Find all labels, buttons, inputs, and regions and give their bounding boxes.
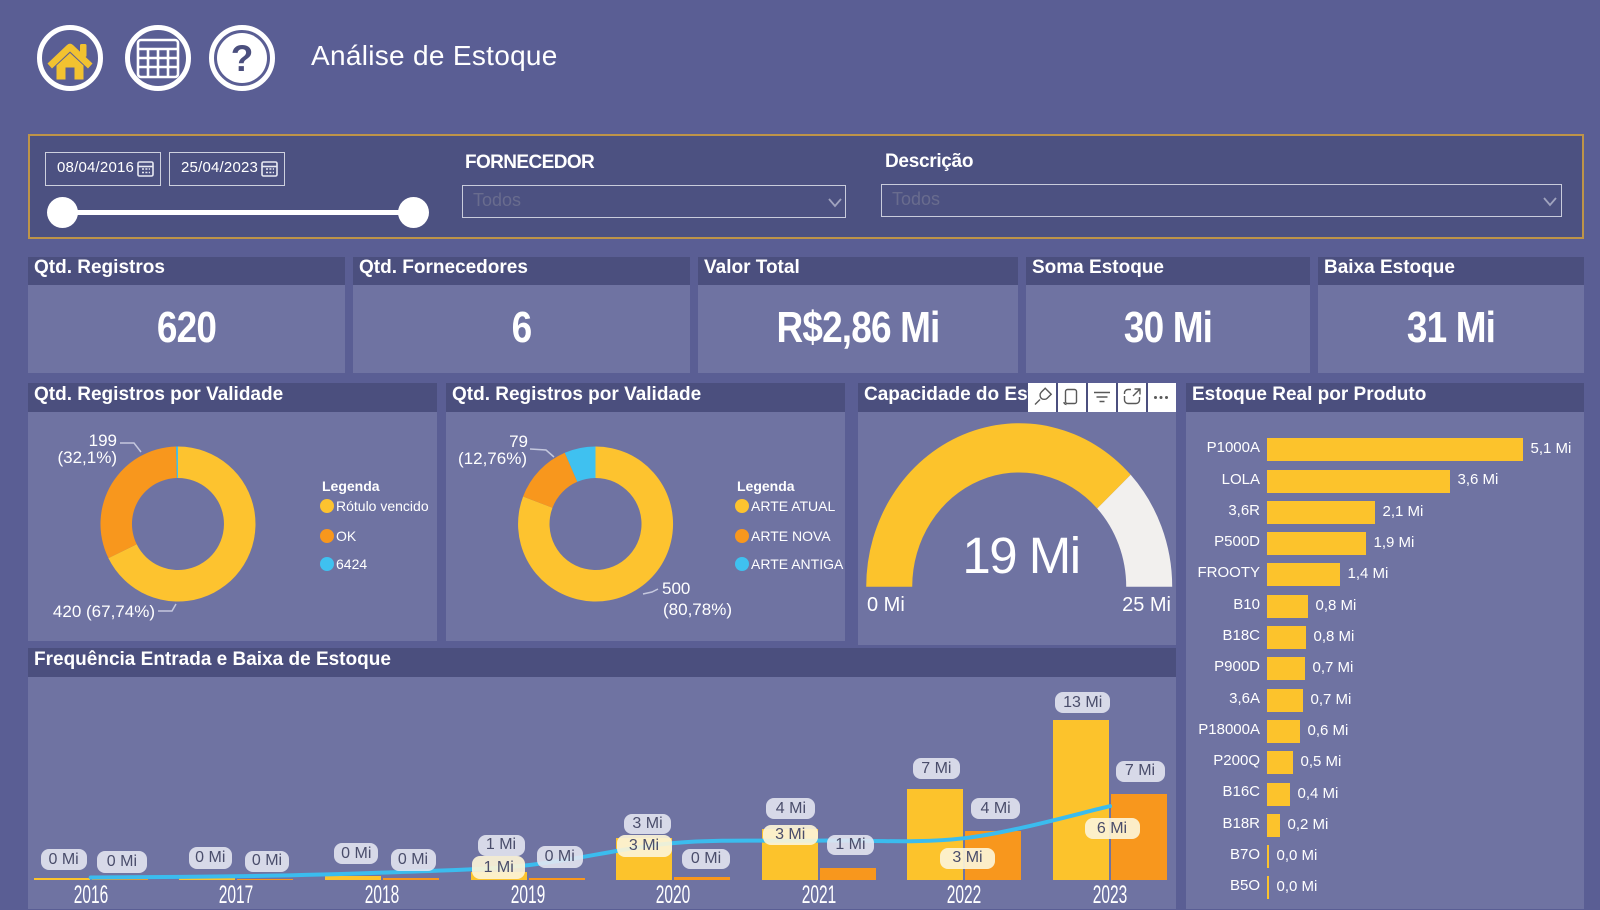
svg-text:500: 500 <box>662 579 690 598</box>
svg-text:(12,76%): (12,76%) <box>458 449 527 468</box>
svg-text:79: 79 <box>509 432 528 451</box>
svg-text:OK: OK <box>336 528 357 544</box>
svg-text:Legenda: Legenda <box>322 478 380 494</box>
svg-text:19 Mi: 19 Mi <box>962 527 1079 584</box>
svg-text:6424: 6424 <box>336 556 367 572</box>
svg-text:ARTE NOVA: ARTE NOVA <box>751 528 831 544</box>
svg-text:?: ? <box>231 38 254 79</box>
svg-text:420 (67,74%): 420 (67,74%) <box>53 602 155 621</box>
svg-text:199: 199 <box>89 431 117 450</box>
svg-text:ARTE ATUAL: ARTE ATUAL <box>751 498 836 514</box>
svg-text:Legenda: Legenda <box>737 478 795 494</box>
svg-text:25 Mi: 25 Mi <box>1122 594 1171 616</box>
svg-text:(32,1%): (32,1%) <box>57 448 117 467</box>
svg-text:Rótulo vencido: Rótulo vencido <box>336 498 429 514</box>
svg-text:0 Mi: 0 Mi <box>867 594 905 616</box>
svg-text:ARTE ANTIGA: ARTE ANTIGA <box>751 556 844 572</box>
svg-text:(80,78%): (80,78%) <box>663 600 732 619</box>
